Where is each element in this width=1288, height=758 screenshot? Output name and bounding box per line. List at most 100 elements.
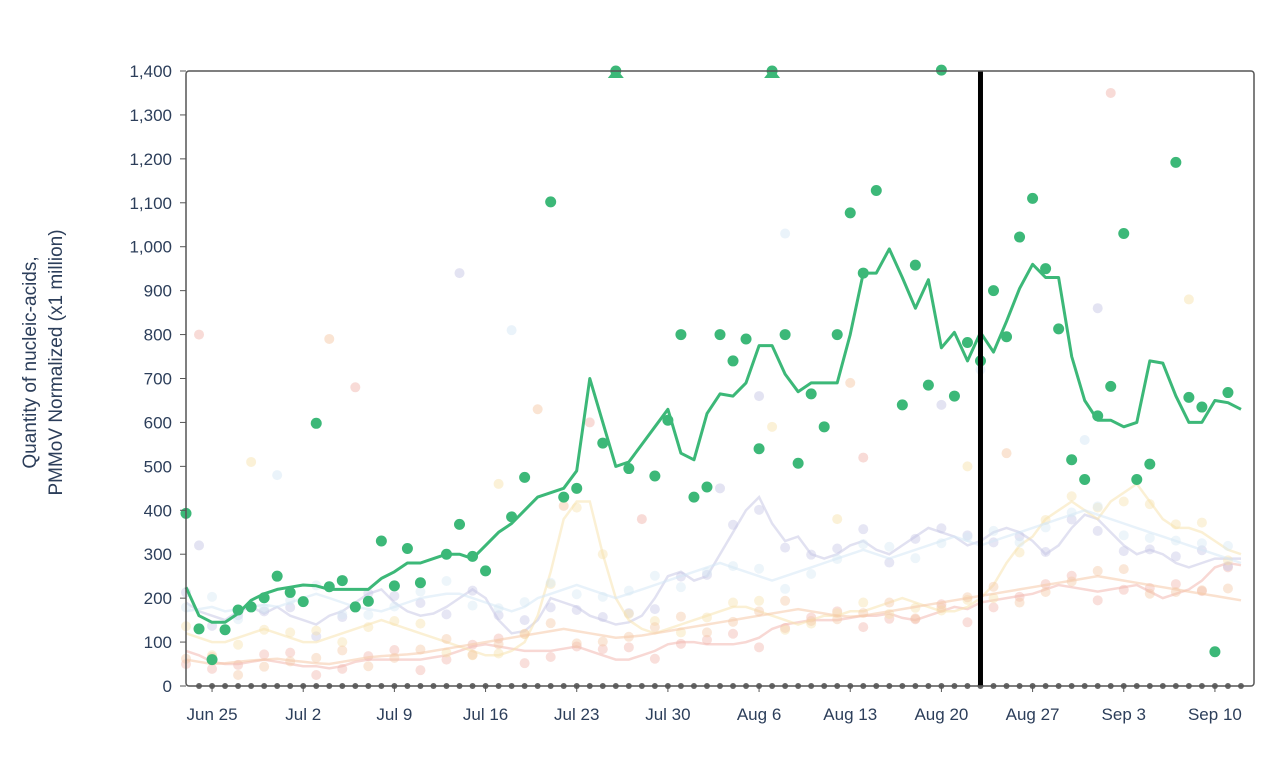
highlight-series-point: [909, 259, 921, 271]
background-series-point: [780, 583, 791, 594]
background-series-point: [259, 649, 270, 660]
background-series-point: [1040, 547, 1051, 558]
highlight-series-point: [1014, 231, 1026, 243]
background-series-point: [1118, 564, 1129, 575]
x-tick-label: Jul 9: [376, 705, 412, 724]
background-series-point: [467, 585, 478, 596]
highlight-series-point: [935, 64, 947, 76]
highlight-series-point: [219, 624, 231, 636]
background-series-point: [910, 613, 921, 624]
highlight-series-point: [714, 329, 726, 341]
background-series-point: [571, 589, 582, 600]
background-series-point: [1170, 551, 1181, 562]
highlight-series-layer: [180, 64, 1242, 666]
y-tick-label: 500: [144, 457, 172, 476]
background-series-point: [1170, 519, 1181, 530]
highlight-series-point: [362, 595, 374, 607]
highlight-series-point: [440, 548, 452, 560]
background-series-point: [285, 602, 296, 613]
background-series-point: [884, 557, 895, 568]
background-series-point: [728, 519, 739, 530]
background-series-point: [467, 650, 478, 661]
background-point: [780, 228, 791, 239]
y-tick-label: 200: [144, 589, 172, 608]
background-series-point: [1196, 538, 1207, 549]
background-series-point: [832, 554, 843, 565]
background-series-point: [858, 622, 869, 633]
highlight-series-point: [558, 491, 570, 503]
highlight-series-point: [193, 623, 205, 635]
highlight-series-point: [701, 481, 713, 493]
background-series-point: [259, 624, 270, 635]
background-series-point: [597, 644, 608, 655]
background-series-point: [806, 618, 817, 629]
background-series-point: [467, 649, 478, 660]
highlight-series-point: [727, 355, 739, 367]
y-axis-label: Quantity of nucleic-acids, PMMoV Normaliz…: [20, 229, 67, 495]
background-series-point: [441, 654, 452, 665]
out-of-range-marker: [764, 68, 781, 78]
background-series-point: [988, 525, 999, 536]
highlight-series-point: [844, 207, 856, 219]
highlight-series-point: [649, 470, 661, 482]
background-series-point: [545, 618, 556, 629]
x-tick-label: Aug 20: [914, 705, 968, 724]
highlight-series-point: [414, 577, 426, 589]
background-series-point: [1066, 507, 1077, 518]
background-point: [1079, 435, 1090, 445]
highlight-series-point: [545, 196, 557, 208]
y-tick-label: 800: [144, 326, 172, 345]
x-axis: Jun 25 Jul 2 Jul 9 Jul 16 Jul 23 Jul 30 Aug 6 A…: [187, 686, 1242, 724]
y-tick-label: 1,200: [129, 150, 172, 169]
background-series-point: [858, 539, 869, 550]
highlight-series-point: [467, 550, 479, 562]
x-tick-label: Jun 25: [187, 705, 238, 724]
highlight-series-point: [623, 463, 635, 475]
y-tick-label: 0: [163, 677, 172, 696]
background-series-point: [649, 604, 660, 615]
background-series-point: [1196, 585, 1207, 596]
background-series-point: [936, 523, 947, 534]
background-series-line: [185, 574, 1242, 666]
background-series-point: [780, 623, 791, 634]
background-series-point: [910, 533, 921, 544]
background-series-point: [649, 653, 660, 664]
background-series-point: [285, 595, 296, 606]
background-series-line: [185, 508, 1242, 613]
highlight-series-point: [922, 379, 934, 391]
background-series-point: [1222, 561, 1233, 572]
background-series-point: [780, 542, 791, 553]
highlight-series-point: [1209, 646, 1221, 658]
y-axis-label-line: Quantity of nucleic-acids,: [20, 256, 41, 468]
background-series-point: [519, 658, 530, 669]
background-series-point: [780, 624, 791, 635]
y-tick-label: 1,100: [129, 194, 172, 213]
background-series-point: [337, 637, 348, 648]
background-point: [350, 382, 361, 393]
highlight-series-point: [1222, 387, 1234, 399]
y-tick-label: 400: [144, 501, 172, 520]
background-series-point: [806, 549, 817, 560]
highlight-series-point: [310, 417, 322, 429]
background-series-point: [754, 606, 765, 617]
highlight-series-line: [184, 247, 1242, 624]
background-series-point: [649, 622, 660, 633]
background-series-point: [988, 581, 999, 592]
background-series-point: [1092, 565, 1103, 576]
background-series-point: [780, 595, 791, 606]
background-series-point: [988, 593, 999, 604]
background-series-point: [858, 608, 869, 619]
background-series-point: [910, 614, 921, 625]
background-series-point: [493, 610, 504, 621]
highlight-series-point: [480, 565, 492, 577]
highlight-series-point: [857, 267, 869, 279]
background-series-point: [623, 585, 634, 596]
y-tick-label: 1,400: [129, 62, 172, 81]
background-series-point: [1066, 514, 1077, 525]
background-point: [506, 325, 517, 336]
background-series-point: [936, 605, 947, 616]
background-series-point: [1066, 491, 1077, 502]
background-series-point: [1092, 502, 1103, 513]
x-tick-label: Jul 16: [463, 705, 508, 724]
highlight-series-point: [1027, 192, 1039, 204]
